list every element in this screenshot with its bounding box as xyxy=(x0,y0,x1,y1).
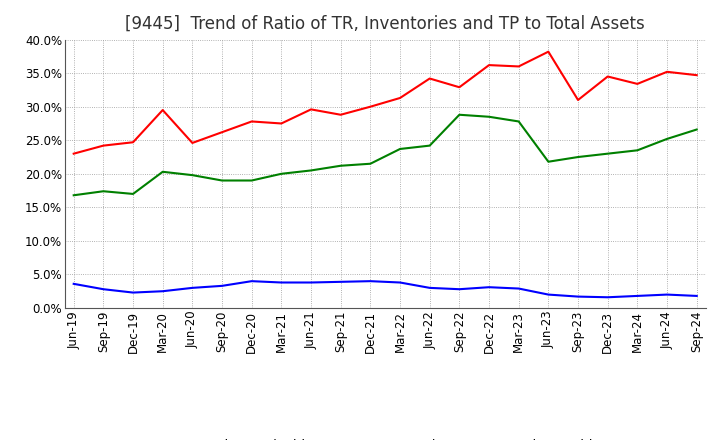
Trade Payables xyxy=(366,161,374,166)
Inventories xyxy=(307,280,315,285)
Line: Trade Receivables: Trade Receivables xyxy=(73,51,697,154)
Trade Receivables xyxy=(603,74,612,79)
Inventories xyxy=(693,293,701,299)
Inventories xyxy=(217,283,226,289)
Inventories xyxy=(69,281,78,286)
Trade Receivables xyxy=(514,64,523,69)
Trade Receivables xyxy=(336,112,345,117)
Trade Receivables xyxy=(188,140,197,146)
Inventories xyxy=(277,280,286,285)
Inventories xyxy=(426,285,434,290)
Trade Receivables xyxy=(307,107,315,112)
Inventories xyxy=(544,292,553,297)
Trade Receivables xyxy=(574,97,582,103)
Inventories xyxy=(99,286,108,292)
Trade Payables xyxy=(574,154,582,160)
Inventories xyxy=(603,295,612,300)
Trade Receivables xyxy=(248,119,256,124)
Inventories xyxy=(158,289,167,294)
Trade Payables xyxy=(307,168,315,173)
Inventories xyxy=(396,280,405,285)
Legend: Trade Receivables, Inventories, Trade Payables: Trade Receivables, Inventories, Trade Pa… xyxy=(158,433,613,440)
Trade Payables xyxy=(455,112,464,117)
Trade Payables xyxy=(336,163,345,169)
Trade Receivables xyxy=(129,139,138,145)
Trade Receivables xyxy=(662,69,671,74)
Inventories xyxy=(248,279,256,284)
Trade Receivables xyxy=(693,73,701,78)
Inventories xyxy=(455,286,464,292)
Inventories xyxy=(485,285,493,290)
Trade Payables xyxy=(485,114,493,119)
Trade Payables xyxy=(129,191,138,197)
Title: [9445]  Trend of Ratio of TR, Inventories and TP to Total Assets: [9445] Trend of Ratio of TR, Inventories… xyxy=(125,15,645,33)
Trade Payables xyxy=(99,189,108,194)
Trade Payables xyxy=(248,178,256,183)
Trade Receivables xyxy=(544,49,553,54)
Trade Payables xyxy=(188,172,197,178)
Inventories xyxy=(514,286,523,291)
Trade Payables xyxy=(544,159,553,165)
Trade Receivables xyxy=(455,84,464,90)
Trade Payables xyxy=(426,143,434,148)
Trade Payables xyxy=(217,178,226,183)
Trade Receivables xyxy=(485,62,493,68)
Trade Payables xyxy=(277,171,286,176)
Trade Receivables xyxy=(99,143,108,148)
Trade Payables xyxy=(633,148,642,153)
Trade Payables xyxy=(514,119,523,124)
Inventories xyxy=(574,294,582,299)
Inventories xyxy=(366,279,374,284)
Inventories xyxy=(633,293,642,299)
Trade Payables xyxy=(662,136,671,142)
Inventories xyxy=(662,292,671,297)
Line: Trade Payables: Trade Payables xyxy=(73,115,697,195)
Inventories xyxy=(188,285,197,290)
Trade Payables xyxy=(693,127,701,132)
Trade Receivables xyxy=(426,76,434,81)
Trade Receivables xyxy=(158,107,167,113)
Trade Receivables xyxy=(217,129,226,135)
Trade Payables xyxy=(69,193,78,198)
Trade Receivables xyxy=(633,81,642,87)
Trade Receivables xyxy=(277,121,286,126)
Inventories xyxy=(129,290,138,295)
Trade Receivables xyxy=(396,95,405,101)
Line: Inventories: Inventories xyxy=(73,281,697,297)
Trade Payables xyxy=(603,151,612,156)
Trade Payables xyxy=(396,147,405,152)
Inventories xyxy=(336,279,345,285)
Trade Receivables xyxy=(69,151,78,156)
Trade Receivables xyxy=(366,104,374,109)
Trade Payables xyxy=(158,169,167,174)
